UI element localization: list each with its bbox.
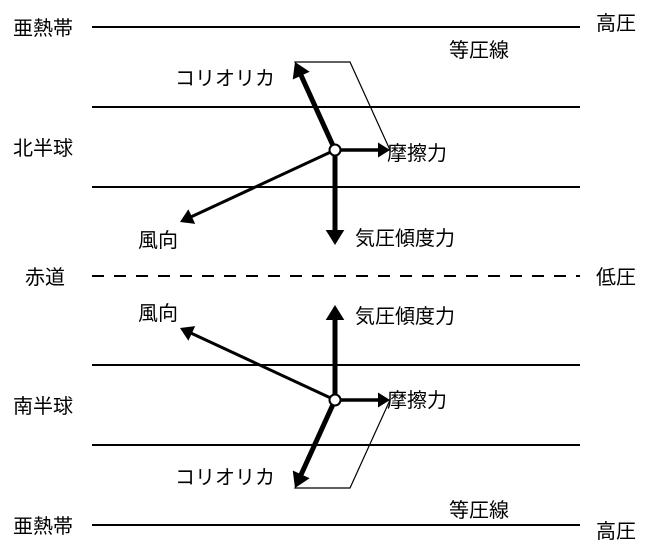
label-subtropics-bottom: 亜熱帯 — [13, 510, 73, 539]
label-wind-s: 風向 — [138, 297, 178, 326]
label-coriolis-n: コリオリカ — [175, 62, 275, 91]
label-equator: 赤道 — [25, 261, 65, 290]
trade-wind-diagram: 亜熱帯北半球赤道南半球亜熱帯高圧低圧高圧等圧線等圧線コリオリカ摩擦力気圧傾度力風… — [0, 0, 664, 554]
coriolis-arrow-south-shaft — [298, 400, 335, 480]
label-friction-s: 摩擦力 — [387, 384, 447, 413]
label-pgf-s: 気圧傾度力 — [355, 300, 455, 329]
label-wind-n: 風向 — [138, 224, 178, 253]
label-friction-n: 摩擦力 — [387, 137, 447, 166]
wind-arrow-north-shaft — [186, 150, 335, 219]
pgf-arrow-south-head — [326, 305, 345, 320]
label-high-bottom: 高圧 — [596, 515, 636, 544]
label-pgf-n: 気圧傾度力 — [355, 222, 455, 251]
label-north-hemisphere: 北半球 — [13, 132, 73, 161]
air-parcel-dot-south — [330, 395, 341, 406]
label-isobar-bottom: 等圧線 — [449, 494, 509, 523]
coriolis-arrow-north-shaft — [298, 70, 335, 150]
label-subtropics-top: 亜熱帯 — [13, 12, 73, 41]
label-low: 低圧 — [596, 261, 636, 290]
pgf-arrow-north-head — [326, 230, 345, 245]
air-parcel-dot-north — [330, 145, 341, 156]
label-isobar-top: 等圧線 — [449, 34, 509, 63]
label-coriolis-s: コリオリカ — [175, 461, 275, 490]
label-south-hemisphere: 南半球 — [13, 390, 73, 419]
label-high-top: 高圧 — [596, 7, 636, 36]
